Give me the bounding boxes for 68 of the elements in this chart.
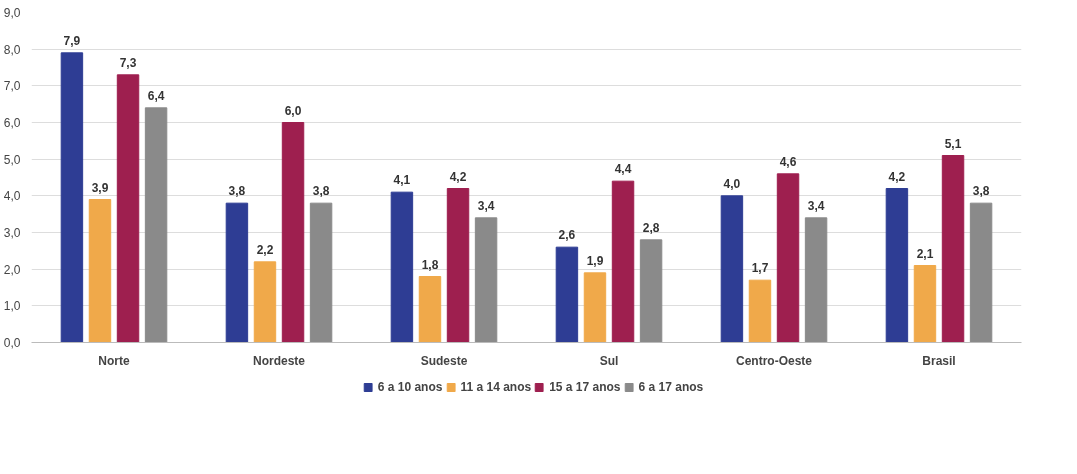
bar bbox=[639, 239, 663, 343]
data-label: 1,7 bbox=[751, 261, 769, 276]
x-tick-label: Centro-Oeste bbox=[735, 353, 813, 368]
bar bbox=[474, 217, 498, 343]
bar bbox=[446, 188, 470, 343]
legend-label: 6 a 17 anos bbox=[638, 380, 704, 394]
data-label: 2,2 bbox=[256, 242, 274, 257]
y-tick-label: 3,0 bbox=[3, 226, 21, 240]
bar bbox=[720, 195, 744, 343]
bar bbox=[941, 155, 965, 343]
data-label: 4,2 bbox=[449, 169, 467, 184]
data-label: 3,8 bbox=[972, 184, 990, 199]
x-tick-label: Norte bbox=[98, 353, 130, 368]
data-label: 3,8 bbox=[312, 184, 330, 199]
x-tick-label: Brasil bbox=[922, 353, 956, 368]
y-tick-label: 5,0 bbox=[3, 152, 21, 167]
y-tick-label: 0,0 bbox=[3, 336, 21, 350]
bar bbox=[969, 202, 993, 343]
data-label: 4,4 bbox=[614, 162, 632, 177]
legend-label: 15 a 17 anos bbox=[549, 380, 621, 394]
data-label: 3,9 bbox=[91, 180, 109, 195]
bar bbox=[60, 52, 84, 343]
data-label: 4,0 bbox=[723, 176, 741, 191]
y-tick-label: 8,0 bbox=[3, 42, 21, 57]
y-tick-label: 2,0 bbox=[3, 262, 21, 277]
bar bbox=[555, 246, 579, 343]
data-label: 1,8 bbox=[421, 257, 439, 272]
x-tick-label: Sudeste bbox=[420, 353, 468, 368]
bar bbox=[804, 217, 828, 343]
y-tick-label: 4,0 bbox=[3, 189, 21, 204]
bar bbox=[885, 188, 909, 343]
bar bbox=[583, 272, 607, 343]
data-label: 7,9 bbox=[63, 33, 81, 48]
y-tick-label: 9,0 bbox=[3, 6, 21, 20]
y-tick-label: 1,0 bbox=[3, 299, 21, 314]
data-label: 3,4 bbox=[807, 198, 825, 213]
data-label: 3,4 bbox=[477, 198, 495, 213]
data-label: 2,6 bbox=[558, 228, 576, 243]
bar bbox=[116, 74, 140, 343]
data-label: 6,4 bbox=[147, 88, 165, 103]
bar bbox=[390, 191, 414, 343]
data-label: 2,1 bbox=[916, 246, 934, 261]
bar bbox=[418, 276, 442, 343]
bar bbox=[913, 265, 937, 343]
bar bbox=[88, 199, 112, 343]
y-tick-label: 7,0 bbox=[3, 79, 21, 94]
bar bbox=[748, 279, 772, 343]
data-label: 7,3 bbox=[119, 55, 137, 70]
x-tick-label: Sul bbox=[599, 353, 619, 368]
x-tick-label: Nordeste bbox=[252, 353, 306, 368]
bar bbox=[225, 202, 249, 343]
bar bbox=[253, 261, 277, 343]
bar bbox=[281, 122, 305, 343]
bar bbox=[144, 107, 168, 343]
y-tick-label: 6,0 bbox=[3, 116, 21, 130]
data-label: 4,6 bbox=[779, 154, 797, 169]
data-label: 5,1 bbox=[944, 136, 962, 151]
data-label: 1,9 bbox=[586, 253, 604, 268]
data-label: 4,1 bbox=[393, 173, 411, 188]
bar bbox=[309, 202, 333, 343]
data-label: 4,2 bbox=[888, 169, 906, 184]
bar bbox=[776, 173, 800, 343]
legend-label: 6 a 10 anos bbox=[377, 380, 443, 394]
data-label: 2,8 bbox=[642, 220, 660, 235]
legend-label: 11 a 14 anos bbox=[460, 380, 532, 394]
data-label: 6,0 bbox=[284, 103, 302, 118]
bar bbox=[611, 180, 635, 343]
data-label: 3,8 bbox=[228, 184, 246, 199]
